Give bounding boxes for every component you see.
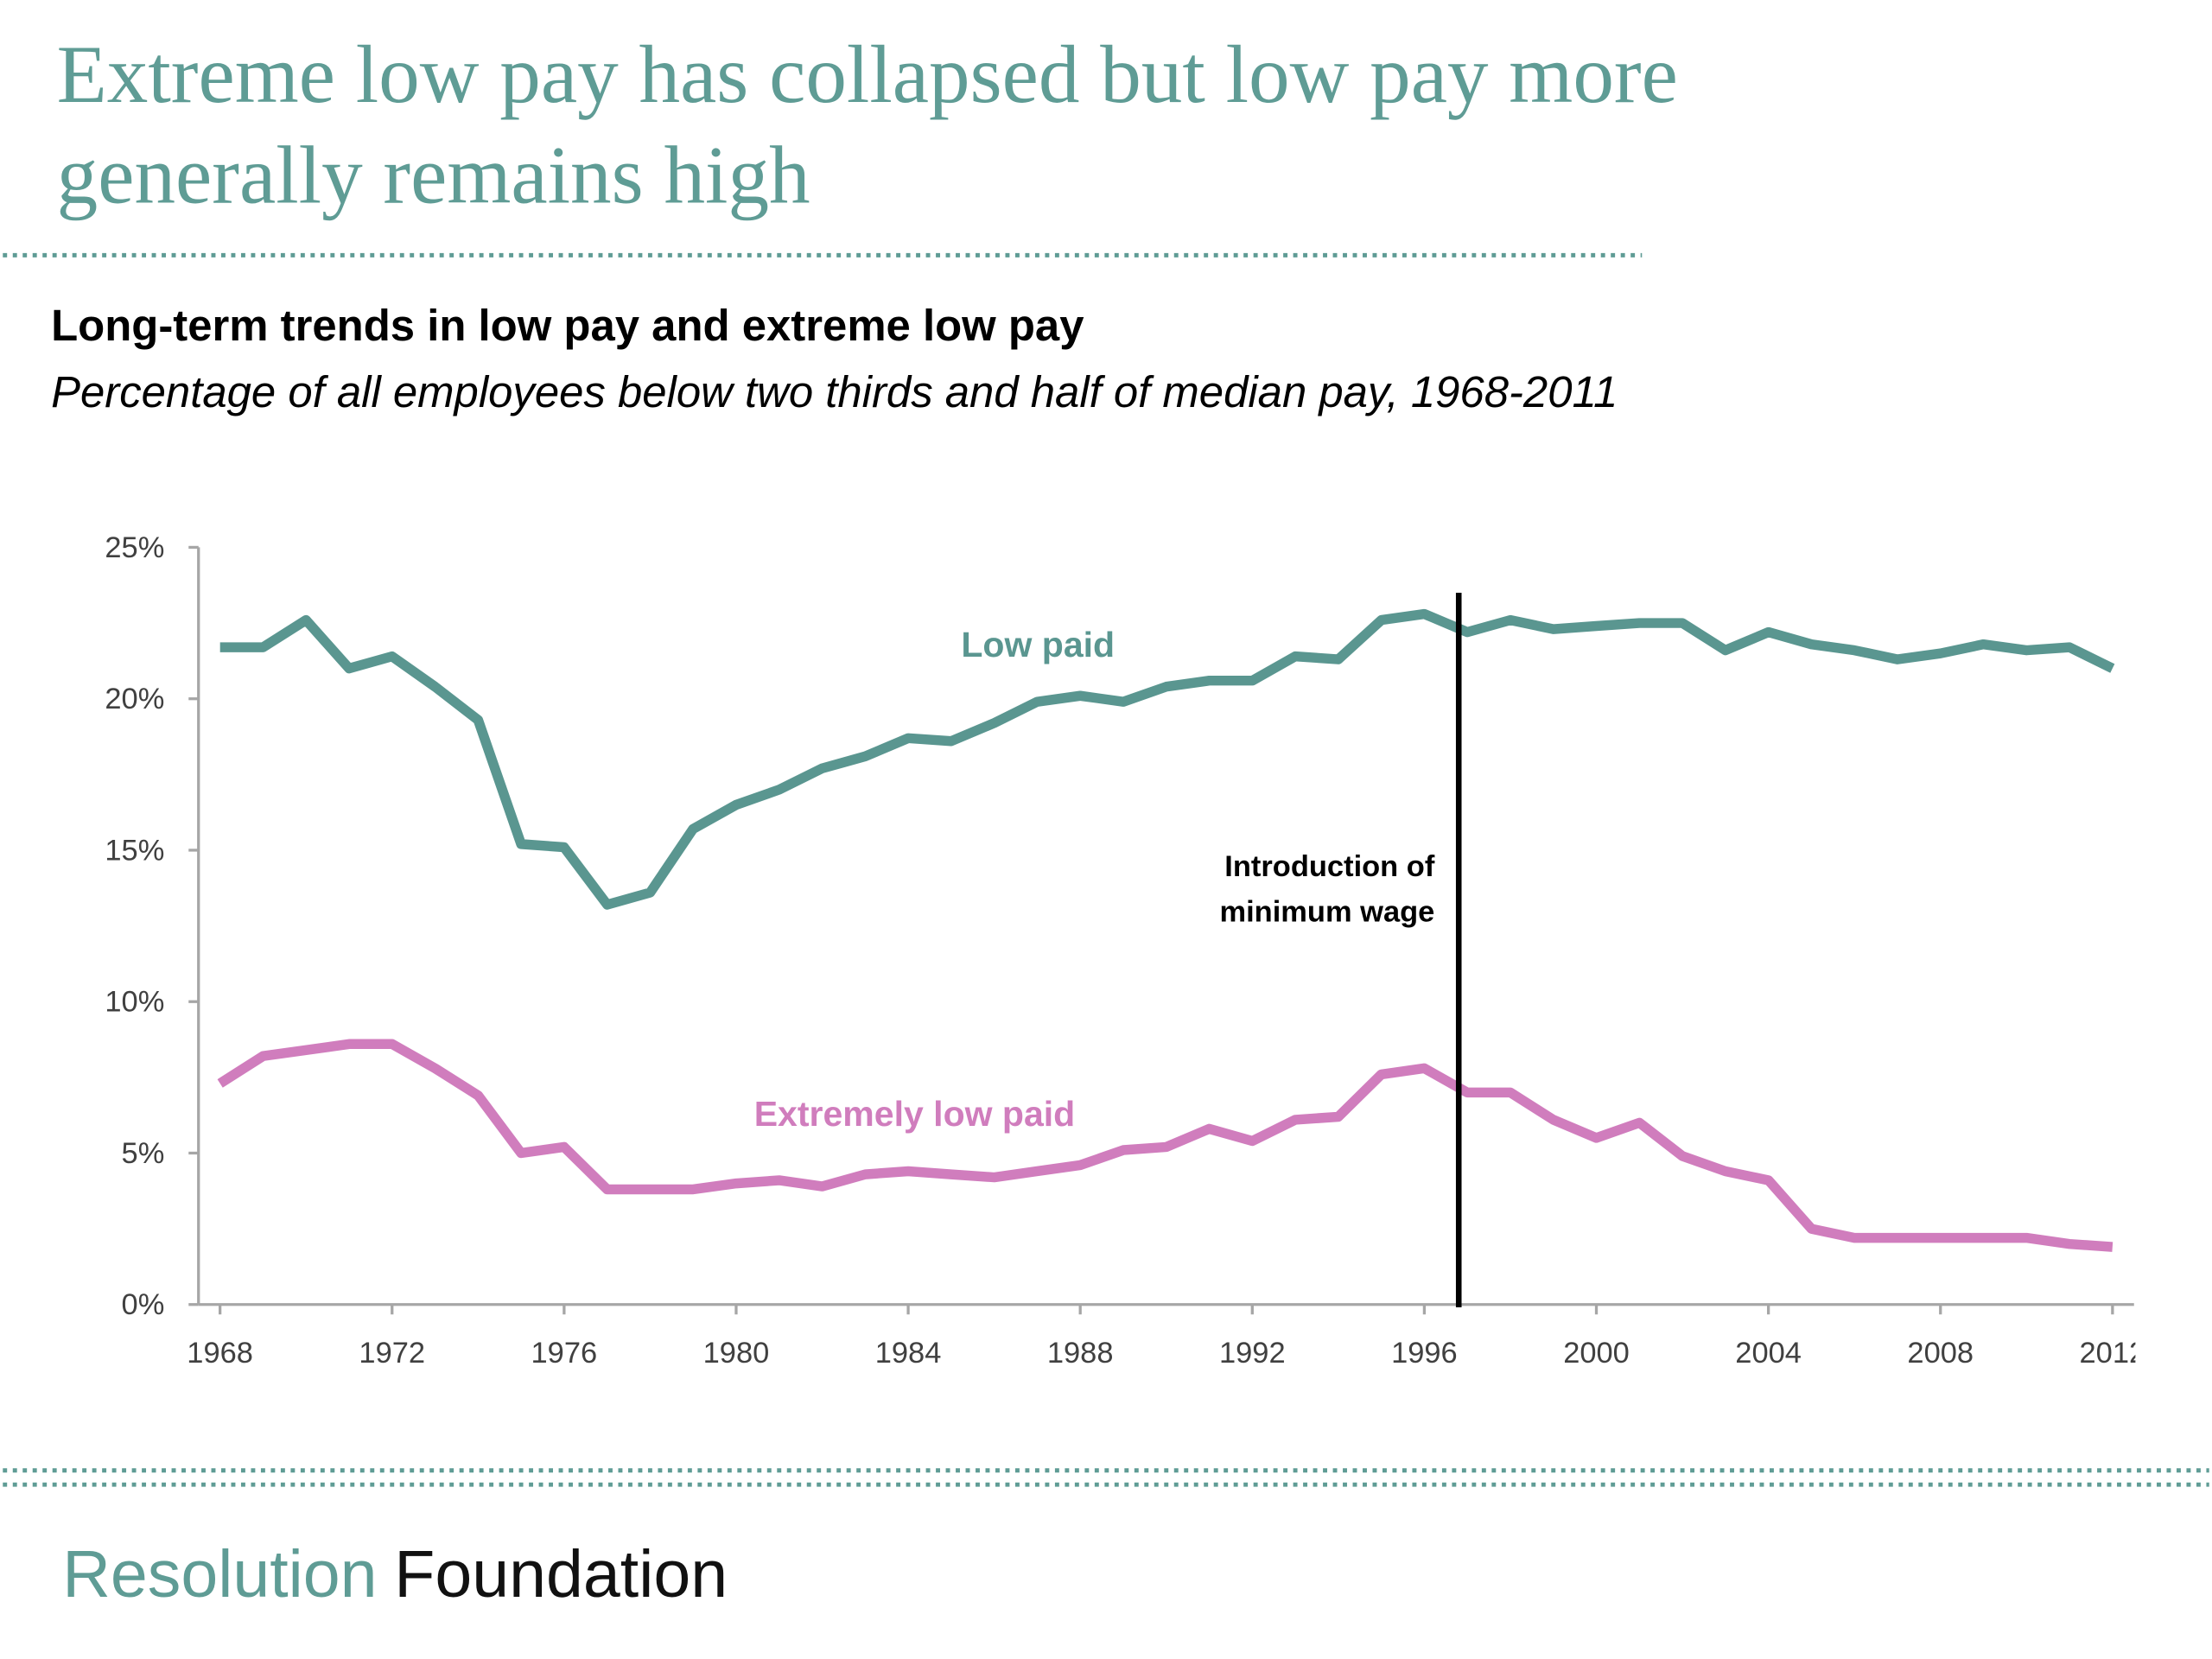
y-tick-label: 25% bbox=[105, 531, 164, 564]
x-tick-labels: 1968 1972 1976 1980 1984 1988 1992 1996 2000 2004… bbox=[187, 1337, 2146, 1370]
x-tick-label: 1992 bbox=[1219, 1337, 1286, 1370]
y-tick-label: 15% bbox=[105, 834, 164, 867]
chart-title: Long-term trends in low pay and extreme … bbox=[51, 301, 1084, 350]
y-tick-label: 10% bbox=[105, 986, 164, 1019]
x-tick-label: 1968 bbox=[187, 1337, 253, 1370]
data-line bbox=[217, 1039, 2113, 1252]
x-tick-label: 2000 bbox=[1563, 1337, 1630, 1370]
x-tick-label: 1976 bbox=[531, 1337, 598, 1370]
annotation-text: minimum wage bbox=[1219, 896, 1434, 929]
y-tick-label: 0% bbox=[122, 1288, 165, 1321]
plot: 0% 5% 10% 15% 20% 25% 1968 1972 1976 1980 1984 1988… bbox=[105, 531, 2146, 1370]
x-tick-label: 2004 bbox=[1735, 1337, 1802, 1370]
x-tick-label: 1980 bbox=[703, 1337, 770, 1370]
chart-subtitle: Percentage of all employees below two th… bbox=[51, 367, 1618, 416]
slide-title: Extreme low pay has collapsed but low pa… bbox=[57, 29, 1678, 120]
x-tick-label: 1984 bbox=[875, 1337, 942, 1370]
x-tick-label: 1972 bbox=[359, 1337, 425, 1370]
footer-word: Resolution bbox=[62, 1537, 377, 1611]
annotation-text: Introduction of bbox=[1224, 850, 1435, 883]
footer-logo: Resolution Foundation bbox=[62, 1537, 728, 1611]
data-line bbox=[219, 608, 2115, 910]
slide-title: generally remains high bbox=[57, 130, 810, 221]
x-tick-label: 2008 bbox=[1907, 1337, 1974, 1370]
series-label: Extremely low paid bbox=[754, 1094, 1076, 1134]
x-tick-label: 1996 bbox=[1391, 1337, 1458, 1370]
series-label: Low paid bbox=[961, 625, 1115, 664]
x-tick-label: 1988 bbox=[1047, 1337, 1114, 1370]
y-tick-label: 20% bbox=[105, 683, 164, 715]
y-tick-label: 5% bbox=[122, 1137, 165, 1170]
x-tick-label: 2012 bbox=[2080, 1337, 2146, 1370]
footer-word: Foundation bbox=[394, 1537, 728, 1611]
